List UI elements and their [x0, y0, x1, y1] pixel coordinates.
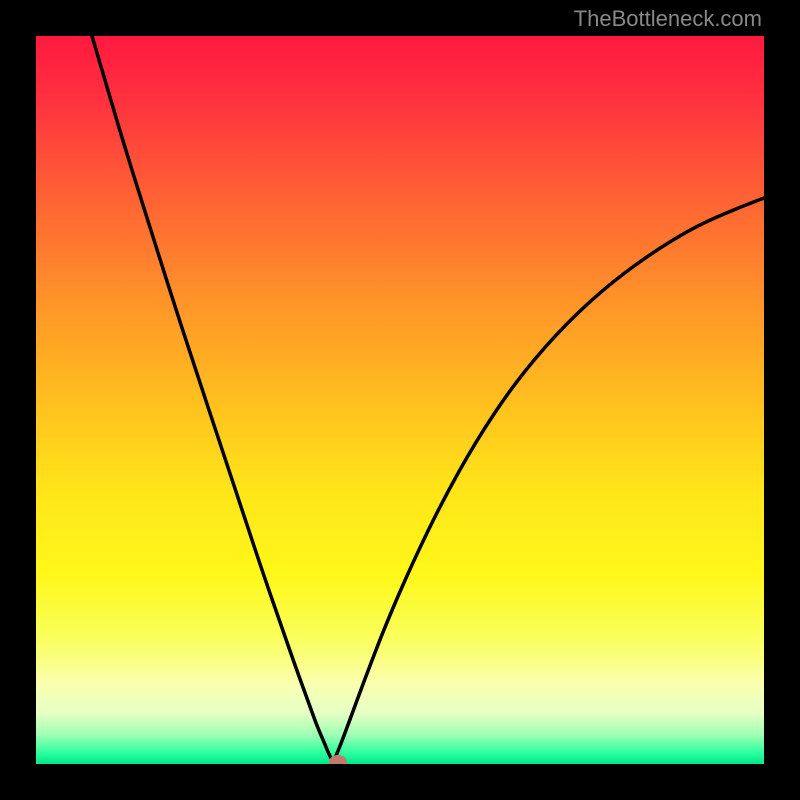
watermark-text: TheBottleneck.com — [574, 6, 762, 32]
plot-area — [36, 36, 764, 764]
bottleneck-curve — [36, 36, 764, 764]
